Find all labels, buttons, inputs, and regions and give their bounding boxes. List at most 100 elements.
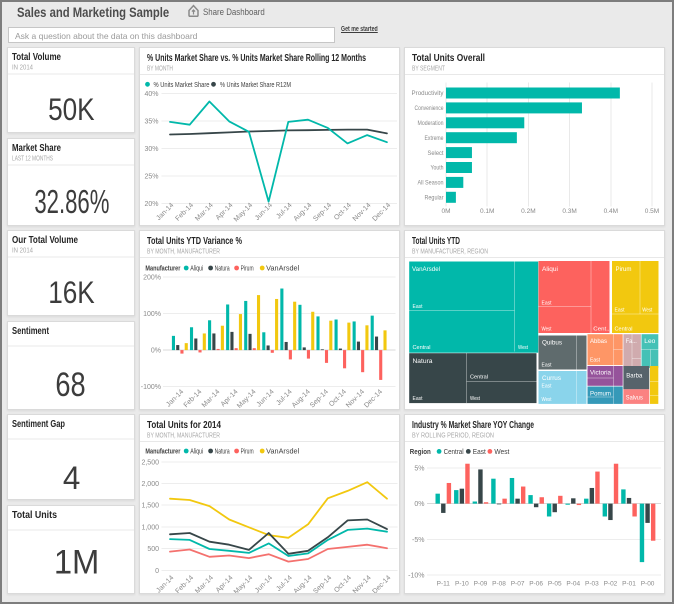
svg-text:Region: Region (410, 449, 431, 456)
svg-text:68: 68 (55, 365, 85, 404)
svg-text:Moderation: Moderation (418, 120, 444, 127)
svg-text:Oct-14: Oct-14 (333, 574, 353, 593)
svg-text:Feb-14: Feb-14 (183, 388, 204, 409)
svg-text:Youth: Youth (431, 165, 444, 172)
svg-text:Industry % Market Share YOY Ch: Industry % Market Share YOY Change (412, 420, 534, 431)
svg-text:P-07: P-07 (511, 581, 525, 588)
svg-text:% Units Market Share R12M: % Units Market Share R12M (220, 82, 291, 89)
svg-text:40%: 40% (144, 91, 158, 98)
svg-text:Aug-14: Aug-14 (293, 574, 314, 593)
svg-text:0.2M: 0.2M (521, 208, 535, 215)
svg-text:Dec-14: Dec-14 (371, 202, 392, 223)
svg-text:Nov-14: Nov-14 (352, 574, 373, 593)
svg-text:1M: 1M (54, 544, 100, 582)
svg-text:35%: 35% (144, 118, 158, 125)
svg-text:Fa...: Fa... (626, 338, 637, 345)
svg-text:P-08: P-08 (492, 581, 506, 588)
svg-text:East: East (615, 308, 626, 314)
svg-text:Total Units YTD: Total Units YTD (412, 236, 460, 247)
svg-text:BY MONTH: BY MONTH (147, 66, 173, 73)
svg-text:Cent...: Cent... (593, 327, 611, 333)
svg-text:0%: 0% (414, 501, 424, 508)
svg-text:Jul-14: Jul-14 (275, 202, 294, 221)
svg-text:West: West (470, 396, 480, 402)
svg-text:Pomum: Pomum (590, 391, 611, 398)
svg-text:East: East (542, 363, 553, 369)
svg-text:-10%: -10% (408, 572, 424, 579)
svg-text:P-00: P-00 (641, 581, 655, 588)
svg-text:P-10: P-10 (455, 581, 469, 588)
svg-text:Jun-14: Jun-14 (256, 388, 276, 408)
svg-text:Total Units YTD Variance %: Total Units YTD Variance % (147, 236, 242, 247)
svg-text:IN 2014: IN 2014 (12, 248, 33, 255)
svg-text:VanArsdel: VanArsdel (266, 449, 299, 456)
svg-text:P-03: P-03 (585, 581, 599, 588)
svg-text:Extreme: Extreme (425, 135, 444, 142)
svg-text:Pirum: Pirum (241, 449, 254, 456)
svg-text:Sentiment Gap: Sentiment Gap (12, 419, 65, 430)
svg-text:Barba: Barba (626, 373, 642, 380)
svg-text:Natura: Natura (215, 449, 230, 456)
svg-text:0: 0 (155, 568, 159, 575)
svg-text:East: East (590, 358, 601, 364)
svg-text:P-01: P-01 (622, 581, 636, 588)
svg-text:Aug-14: Aug-14 (293, 202, 314, 223)
svg-text:P-04: P-04 (566, 581, 580, 588)
svg-text:0%: 0% (151, 348, 161, 355)
svg-text:25%: 25% (144, 173, 158, 180)
svg-text:Central: Central (444, 449, 464, 456)
svg-text:-100%: -100% (141, 384, 161, 391)
svg-text:Feb-14: Feb-14 (174, 202, 195, 223)
svg-text:Total Units: Total Units (12, 510, 57, 521)
svg-text:Manufacturer: Manufacturer (145, 449, 180, 456)
svg-text:32.86%: 32.86% (34, 184, 109, 220)
svg-text:5%: 5% (414, 466, 424, 473)
svg-text:Aliqui: Aliqui (190, 266, 203, 273)
svg-text:Dec-14: Dec-14 (372, 574, 393, 593)
svg-text:20%: 20% (144, 201, 158, 208)
svg-text:Mar-14: Mar-14 (201, 388, 222, 409)
svg-text:West: West (642, 308, 652, 314)
svg-text:Market Share: Market Share (12, 143, 61, 154)
svg-text:Jan-14: Jan-14 (165, 388, 185, 408)
svg-text:All Season: All Season (418, 180, 444, 187)
svg-text:Jun-14: Jun-14 (254, 202, 274, 222)
svg-text:Sep-14: Sep-14 (312, 202, 333, 223)
svg-text:0.1M: 0.1M (480, 208, 494, 215)
svg-text:4: 4 (63, 460, 80, 496)
svg-text:Feb-14: Feb-14 (175, 574, 196, 593)
svg-text:Nov-14: Nov-14 (352, 202, 373, 223)
svg-text:Mar-14: Mar-14 (194, 574, 215, 593)
svg-text:Aliqui: Aliqui (542, 266, 558, 273)
svg-text:0M: 0M (441, 208, 450, 215)
svg-text:Dec-14: Dec-14 (363, 388, 384, 409)
svg-text:0.3M: 0.3M (562, 208, 576, 215)
svg-text:Abbas: Abbas (590, 338, 608, 345)
svg-text:BY MONTH, MANUFACTURER: BY MONTH, MANUFACTURER (147, 433, 220, 440)
svg-text:Select: Select (428, 150, 444, 157)
svg-text:West: West (494, 449, 509, 456)
svg-text:2,000: 2,000 (141, 481, 159, 488)
svg-text:Mar-14: Mar-14 (194, 202, 215, 223)
svg-text:West: West (542, 327, 552, 333)
svg-text:P-09: P-09 (474, 581, 488, 588)
svg-text:Oct-14: Oct-14 (333, 202, 353, 222)
svg-text:16K: 16K (48, 276, 95, 311)
svg-text:Productivity: Productivity (412, 90, 445, 97)
svg-text:1,500: 1,500 (141, 503, 159, 510)
svg-text:East: East (413, 304, 424, 310)
svg-text:Central: Central (470, 375, 488, 381)
svg-text:East: East (542, 384, 553, 390)
svg-text:May-14: May-14 (233, 202, 255, 224)
svg-text:Nov-14: Nov-14 (345, 388, 366, 409)
svg-text:IN 2014: IN 2014 (12, 65, 33, 72)
svg-text:2,500: 2,500 (141, 459, 159, 466)
svg-text:Victoria: Victoria (590, 370, 611, 377)
svg-text:May-14: May-14 (233, 574, 255, 593)
svg-text:Sentiment: Sentiment (12, 326, 50, 337)
svg-text:May-14: May-14 (236, 388, 258, 409)
svg-text:Aug-14: Aug-14 (291, 388, 312, 409)
svg-text:Leo: Leo (644, 338, 655, 345)
svg-text:Pirum: Pirum (241, 266, 254, 273)
svg-text:50K: 50K (48, 93, 95, 128)
